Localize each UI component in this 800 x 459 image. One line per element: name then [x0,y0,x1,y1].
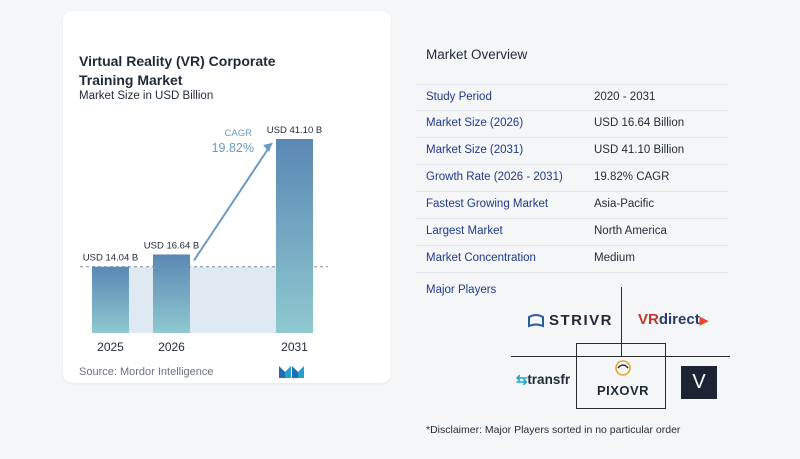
chart-subtitle: Market Size in USD Billion [79,90,214,102]
vrdirect-logo: VRdirect▶ [638,311,708,328]
chart-title: Virtual Reality (VR) Corporate Training … [79,53,276,88]
overview-value: Medium [594,252,635,264]
overview-row-market-size-2026: Market Size (2026) USD 16.64 Billion [416,111,728,138]
overview-row-market-size-2031: Market Size (2031) USD 41.10 Billion [416,138,728,165]
overview-row-study-period: Study Period 2020 - 2031 [416,84,728,111]
bar-value-label: USD 41.10 B [267,125,322,136]
overview-label: Market Size (2026) [426,117,524,129]
vrdirect-logo-direct: direct [658,311,700,328]
bar-value-label: USD 16.64 B [144,240,199,251]
overview-value: USD 16.64 Billion [594,117,685,129]
pixovr-mark-icon [615,360,631,376]
overview-label: Study Period [426,91,492,103]
play-icon: ▶ [699,315,709,327]
overview-label: Market Size (2031) [426,144,524,156]
overview-label: Largest Market [426,225,503,237]
v-logo: V [681,366,717,399]
mordor-intelligence-logo [279,366,304,378]
cagr-value: 19.82% [212,141,254,155]
bar-value-label: USD 14.04 B [83,253,138,264]
strivr-logo: STRIVR [528,312,613,329]
transfr-logo: ⇆transfr [516,372,570,388]
players-divider [511,356,730,357]
cagr-label: CAGR [225,128,253,139]
players-divider [576,343,666,344]
pixovr-logo: PIXOVR [592,358,654,398]
pixovr-logo-text: PIXOVR [596,383,650,398]
overview-value: North America [594,225,667,237]
overview-row-concentration: Market Concentration Medium [416,246,728,273]
transfr-logo-text: transfr [527,372,571,387]
players-divider [576,343,577,409]
cagr-arrow-line [193,142,273,262]
arrows-icon: ⇆ [516,372,528,387]
bar-2026 [153,254,190,333]
overview-label: Growth Rate (2026 - 2031) [426,171,563,183]
players-divider [621,287,622,357]
overview-value: 2020 - 2031 [594,91,656,103]
disclaimer: *Disclaimer: Major Players sorted in no … [426,424,681,436]
x-tick-label: 2031 [281,340,308,354]
overview-row-largest-market: Largest Market North America [416,219,728,246]
overview-value: 19.82% CAGR [594,171,670,183]
cagr-arrow-head [263,143,272,152]
market-overview-title: Market Overview [426,47,528,62]
strivr-logo-text: STRIVR [549,312,614,329]
players-divider [665,343,666,409]
bar-2025 [92,266,129,333]
strivr-mark-icon [528,313,544,328]
major-players-title: Major Players [426,284,497,296]
overview-row-fastest-growing: Fastest Growing Market Asia-Pacific [416,192,728,219]
x-tick-label: 2026 [158,340,185,354]
overview-value: USD 41.10 Billion [594,144,685,156]
x-tick-label: 2025 [97,340,124,354]
players-divider [576,408,666,409]
vrdirect-logo-vr: VR [638,311,659,328]
source-note: Source: Mordor Intelligence [79,366,214,378]
overview-label: Fastest Growing Market [426,198,549,210]
overview-row-growth-rate: Growth Rate (2026 - 2031) 19.82% CAGR [416,165,728,192]
overview-value: Asia-Pacific [594,198,655,210]
market-overview-table: Study Period 2020 - 2031 Market Size (20… [416,84,728,273]
overview-label: Market Concentration [426,252,536,264]
bar-2031 [276,139,313,333]
